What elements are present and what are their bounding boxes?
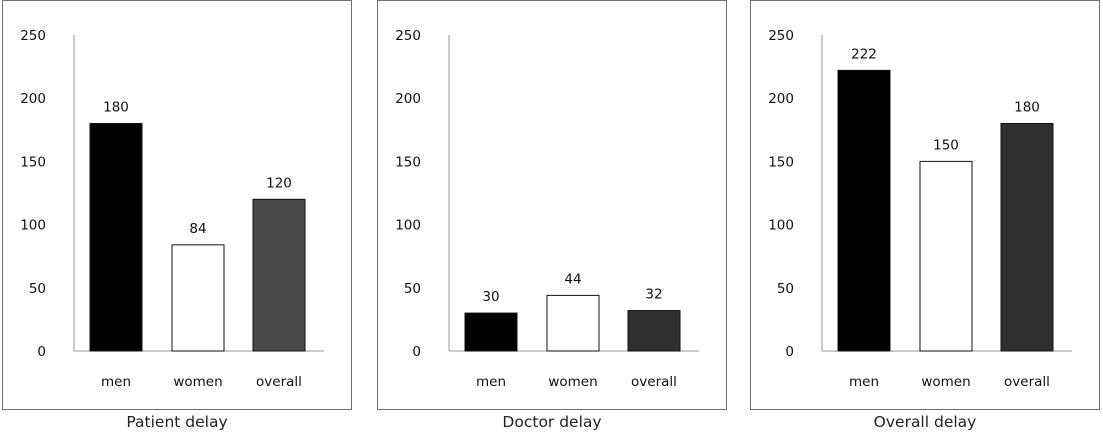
chart-panel-overall-delay: 0 50 100 150 200 250 222 men 150 women 180 overall: [750, 0, 1100, 410]
bar-men: [838, 70, 890, 351]
chart-caption-doctor-delay: Doctor delay: [377, 413, 727, 431]
y-tick-label: 200: [20, 91, 46, 107]
bar-overall: [253, 199, 305, 351]
bar-overall: [628, 311, 680, 351]
y-tick-label: 250: [768, 28, 794, 44]
y-tick-label: 250: [395, 28, 421, 44]
y-tick-label: 0: [37, 344, 46, 360]
data-label: 32: [645, 287, 662, 303]
x-tick-label: overall: [631, 374, 677, 390]
bar-women: [172, 245, 224, 351]
data-label: 30: [482, 289, 499, 305]
x-tick-label: men: [849, 374, 879, 390]
bar-women: [547, 295, 599, 351]
bar-men: [465, 313, 517, 351]
data-label: 84: [189, 221, 206, 237]
x-tick-label: men: [476, 374, 506, 390]
y-tick-label: 100: [395, 218, 421, 234]
y-tick-label: 50: [404, 281, 421, 297]
y-tick-label: 200: [768, 91, 794, 107]
data-label: 222: [851, 46, 877, 62]
data-label: 120: [266, 175, 292, 191]
data-label: 180: [103, 99, 129, 115]
chart-panel-patient-delay: 0 50 100 150 200 250 180 men 84 women 120 overall: [2, 0, 352, 410]
y-tick-label: 200: [395, 91, 421, 107]
bar-overall: [1001, 123, 1053, 351]
x-tick-label: men: [101, 374, 131, 390]
x-tick-label: overall: [256, 374, 302, 390]
y-tick-label: 0: [412, 344, 421, 360]
data-label: 44: [564, 271, 581, 287]
bar-men: [90, 123, 142, 351]
x-tick-label: overall: [1004, 374, 1050, 390]
chart-svg-overall-delay: 0 50 100 150 200 250 222 men 150 women 180 overall: [750, 0, 1100, 410]
y-tick-label: 150: [395, 154, 421, 170]
x-tick-label: women: [173, 374, 222, 390]
chart-svg-patient-delay: 0 50 100 150 200 250 180 men 84 women 120 overall: [2, 0, 352, 410]
y-tick-label: 150: [768, 154, 794, 170]
y-tick-label: 100: [768, 218, 794, 234]
bar-women: [920, 161, 972, 351]
y-tick-label: 0: [785, 344, 794, 360]
chart-caption-overall-delay: Overall delay: [750, 413, 1100, 431]
chart-caption-patient-delay: Patient delay: [2, 413, 352, 431]
x-tick-label: women: [921, 374, 970, 390]
y-tick-label: 250: [20, 28, 46, 44]
chart-panel-doctor-delay: 0 50 100 150 200 250 30 men 44 women 32 overall: [377, 0, 727, 410]
y-tick-label: 50: [777, 281, 794, 297]
data-label: 150: [933, 137, 959, 153]
y-tick-label: 150: [20, 154, 46, 170]
y-tick-label: 50: [29, 281, 46, 297]
chart-svg-doctor-delay: 0 50 100 150 200 250 30 men 44 women 32 overall: [377, 0, 727, 410]
x-tick-label: women: [548, 374, 597, 390]
data-label: 180: [1014, 99, 1040, 115]
y-tick-label: 100: [20, 218, 46, 234]
